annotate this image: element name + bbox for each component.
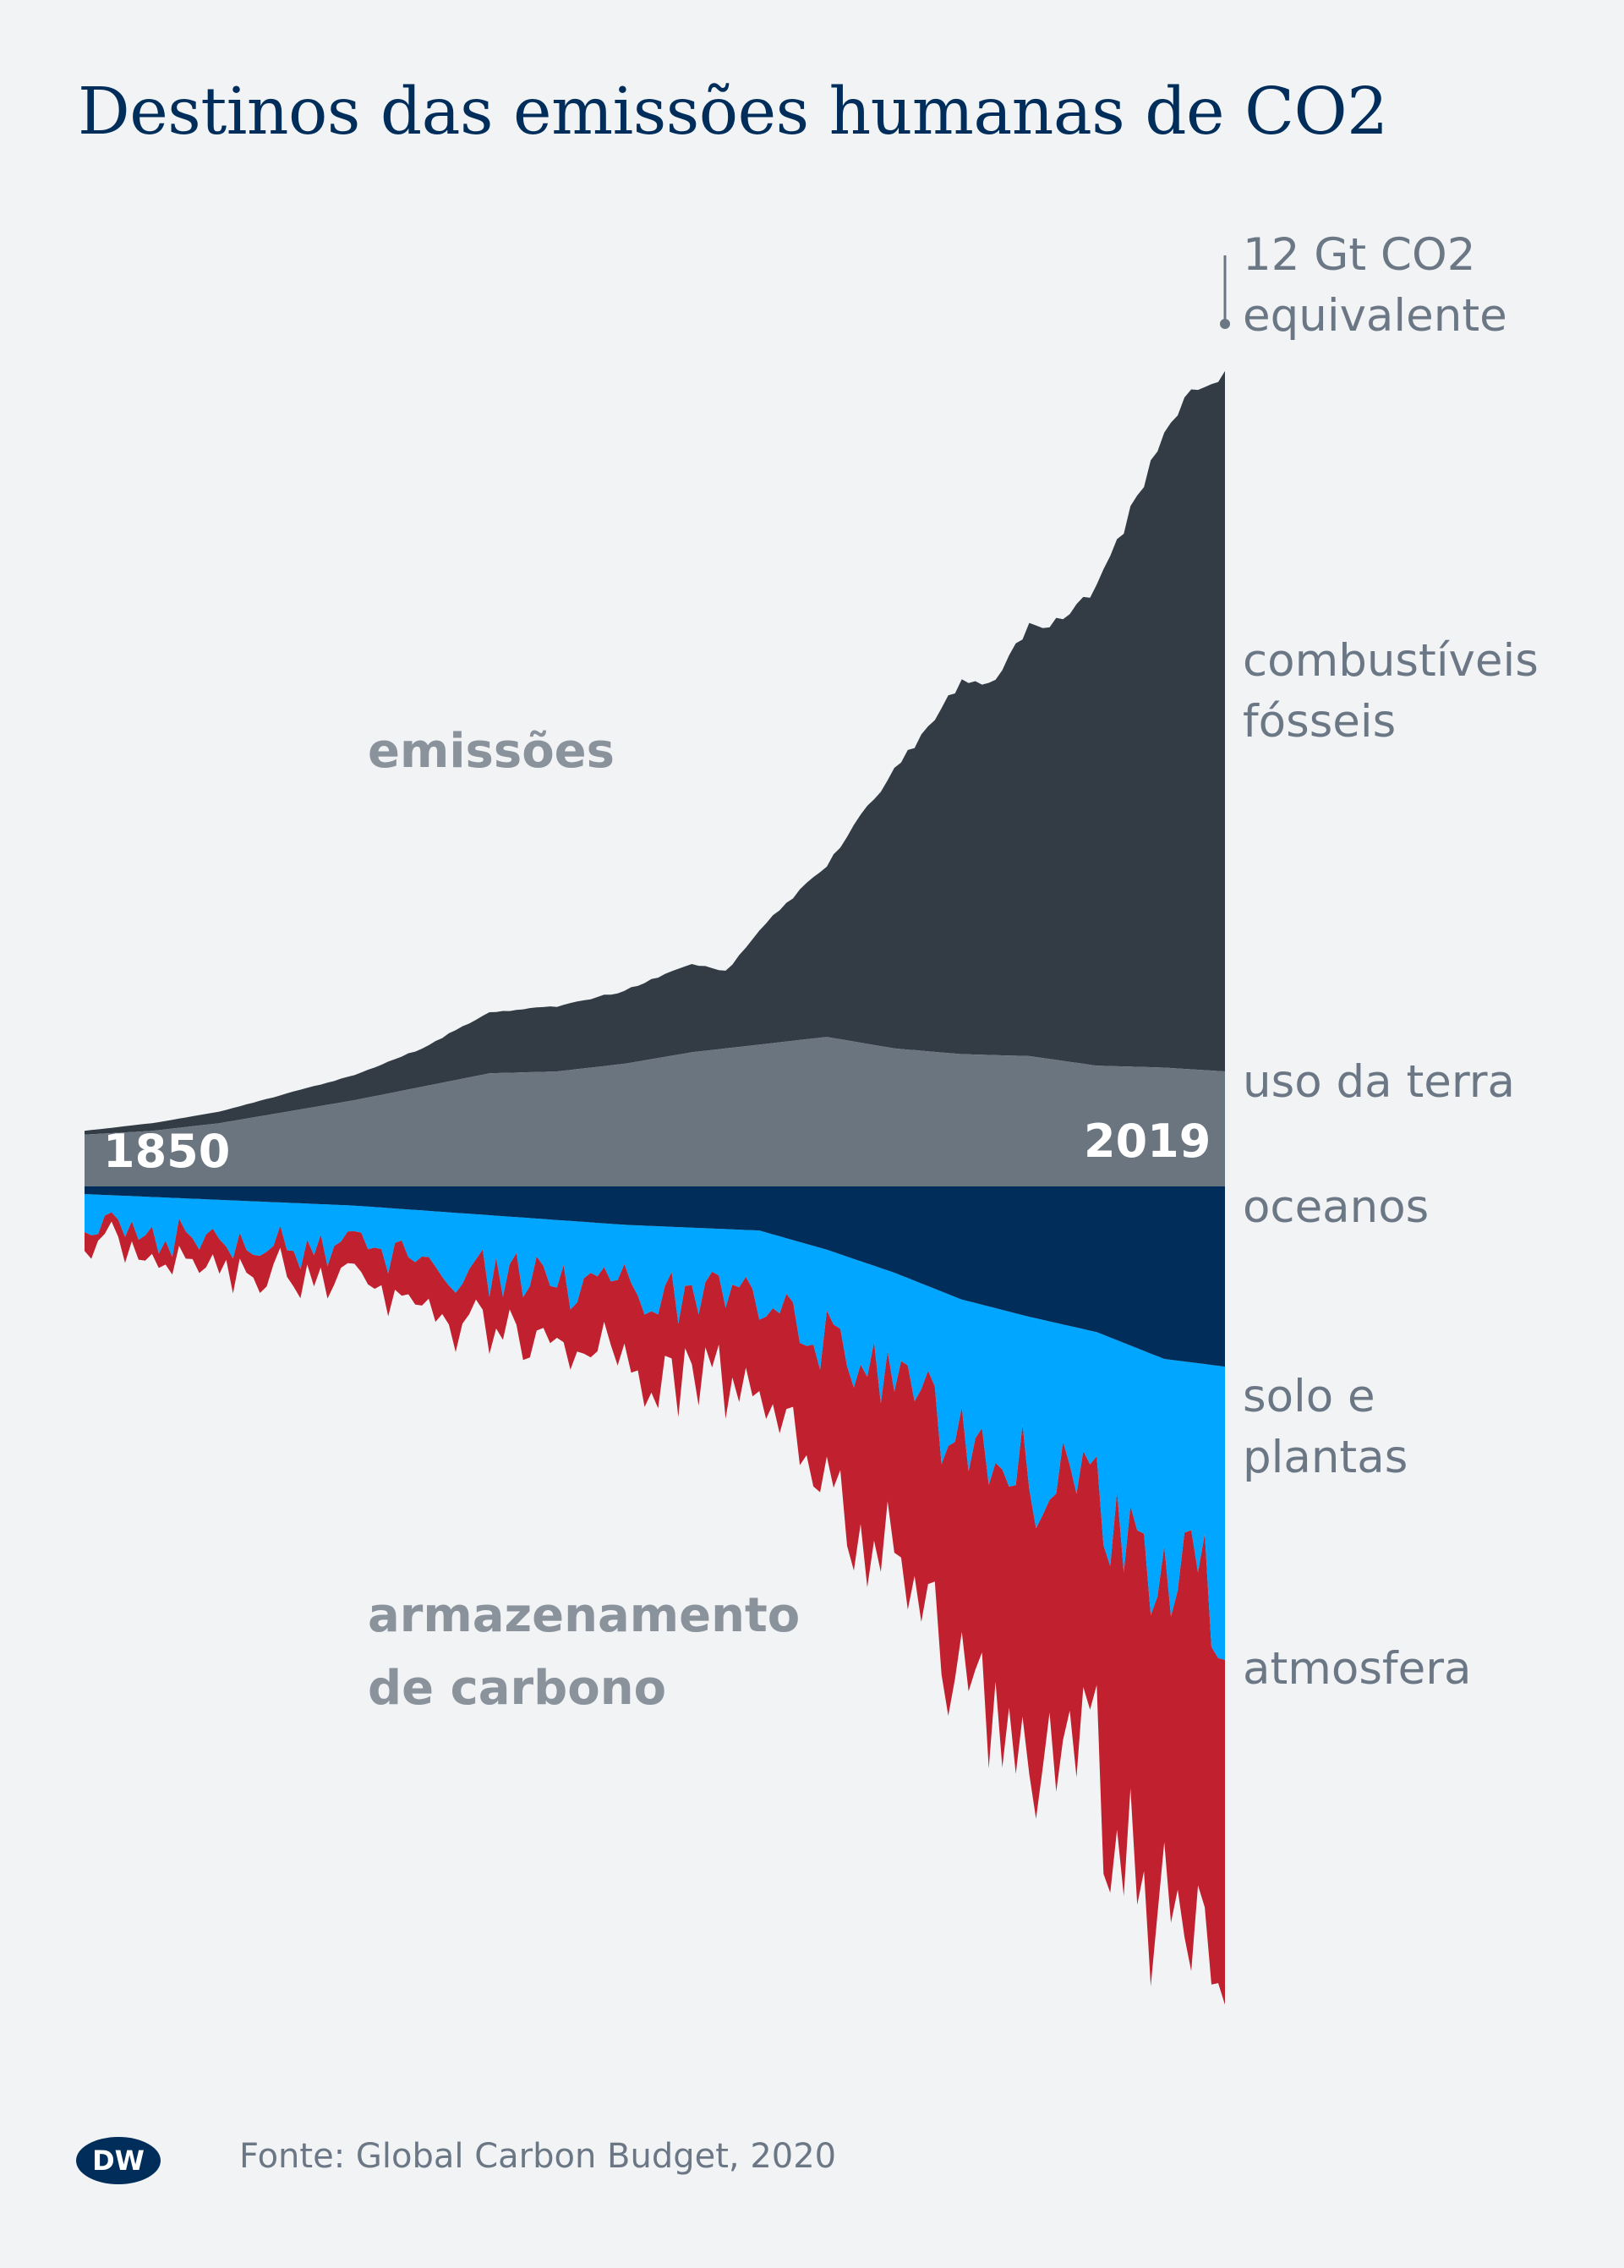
legend-land-use: uso da terra bbox=[1243, 1056, 1515, 1108]
area-atmosfera bbox=[85, 1212, 1225, 2005]
legend-fossil: combustíveis fósseis bbox=[1243, 635, 1539, 748]
source-note: Fonte: Global Carbon Budget, 2020 bbox=[239, 2137, 837, 2176]
chart-title: Destinos das emissões humanas de CO2 bbox=[78, 74, 1388, 150]
legend-oceans: oceanos bbox=[1243, 1181, 1430, 1233]
storage-label: armazenamento de carbono bbox=[368, 1588, 801, 1716]
scale-bar-dot bbox=[1220, 319, 1230, 329]
scale-label: 12 Gt CO2 equivalente bbox=[1243, 229, 1507, 342]
legend-atmosphere: atmosfera bbox=[1243, 1643, 1472, 1695]
emissions-label: emissões bbox=[368, 724, 615, 779]
svg-text:DW: DW bbox=[92, 2145, 145, 2177]
area-solo-e-plantas bbox=[85, 1194, 1225, 1660]
start-year-label: 1850 bbox=[103, 1125, 231, 1178]
area-combustiveis-fosseis bbox=[85, 370, 1225, 1135]
area-oceanos bbox=[85, 1186, 1225, 1367]
legend-soil-plants: solo e plantas bbox=[1243, 1371, 1408, 1483]
dw-logo: DW bbox=[76, 2137, 161, 2184]
end-year-label: 2019 bbox=[1084, 1115, 1211, 1168]
chart-areas bbox=[85, 370, 1225, 2005]
area-uso-da-terra bbox=[85, 1037, 1225, 1186]
